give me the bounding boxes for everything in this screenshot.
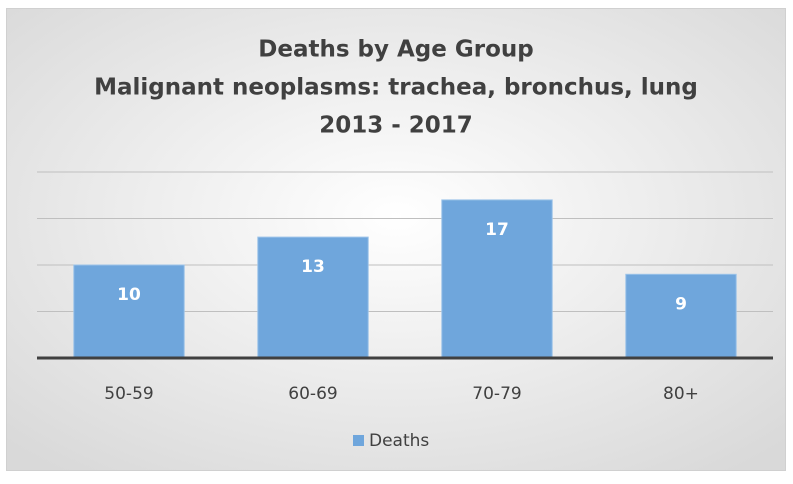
data-label: 9 (675, 294, 687, 314)
x-tick-label: 60-69 (288, 384, 337, 404)
chart-title: Deaths by Age Group Malignant neoplasms: … (94, 37, 698, 139)
bar (73, 264, 185, 359)
chart-background (6, 8, 786, 471)
legend-swatch (353, 435, 364, 446)
x-tick-label: 80+ (663, 384, 699, 404)
data-label: 13 (301, 257, 325, 277)
bar (625, 273, 737, 359)
x-tick-label: 70-79 (472, 384, 521, 404)
title-line: Deaths by Age Group (258, 37, 533, 63)
title-line: 2013 - 2017 (319, 113, 473, 139)
legend-label: Deaths (369, 431, 429, 451)
x-tick-label: 50-59 (104, 384, 153, 404)
title-line: Malignant neoplasms: trachea, bronchus, … (94, 75, 698, 101)
bar (441, 199, 553, 359)
data-label: 17 (485, 220, 509, 240)
bar (257, 236, 369, 359)
data-label: 10 (117, 285, 141, 305)
